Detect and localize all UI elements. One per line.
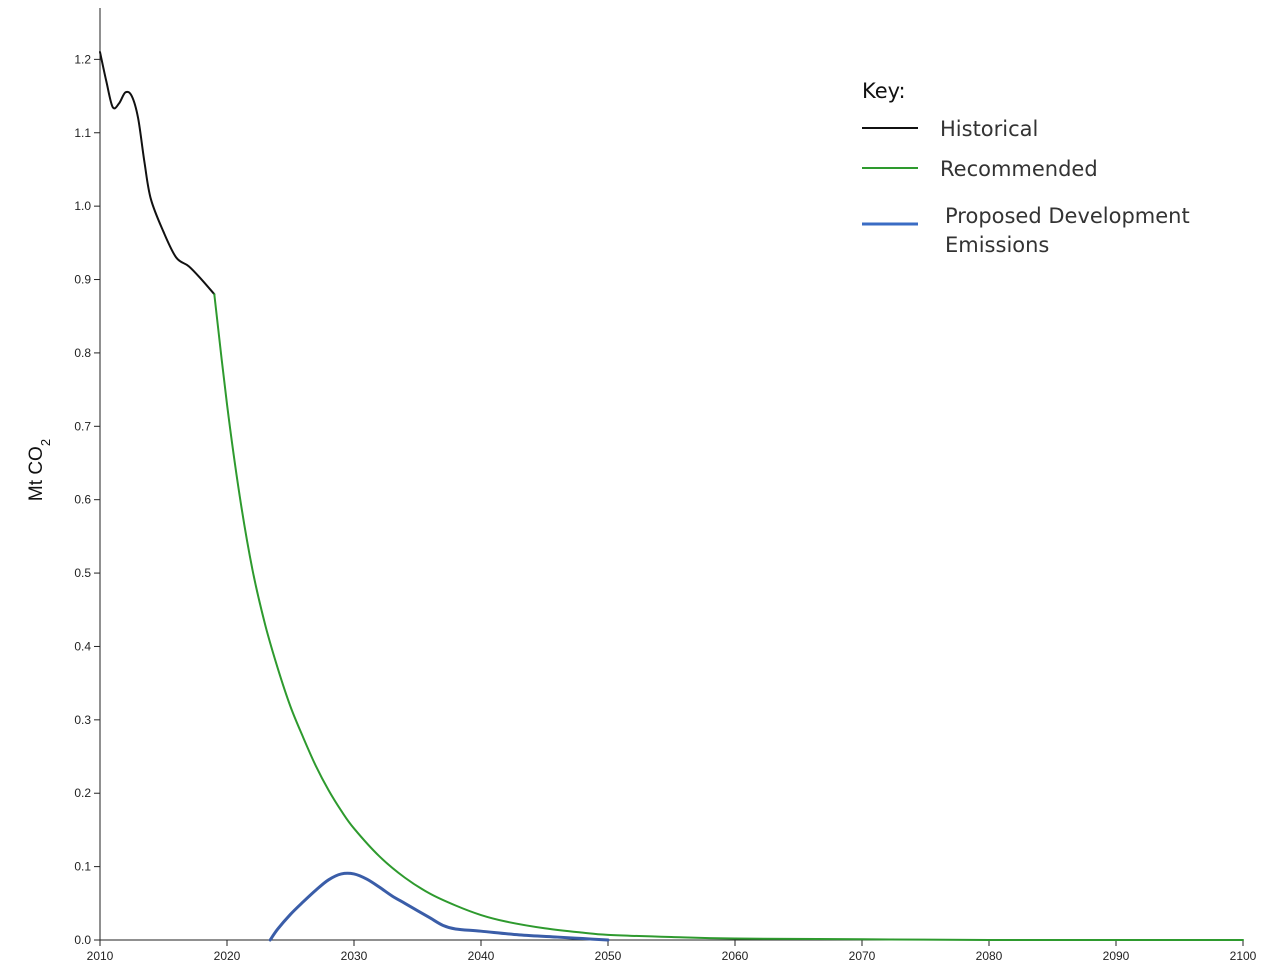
y-tick-label: 1.2: [74, 52, 91, 66]
legend-label-line: Emissions: [945, 233, 1049, 257]
series-line-historical: [99, 51, 216, 296]
y-tick-label: 0.4: [74, 639, 91, 653]
y-tick-label: 0.6: [74, 493, 91, 507]
x-tick-label: 2010: [87, 949, 114, 963]
y-tick-label: 0.8: [74, 346, 91, 360]
y-axis-label: Mt CO2: [26, 439, 53, 501]
legend-label-line: Recommended: [940, 157, 1098, 181]
x-tick-label: 2060: [722, 949, 749, 963]
series-line-proposed-development-emissions: [268, 871, 610, 942]
x-tick-label: 2050: [595, 949, 622, 963]
x-tick-label: 2030: [341, 949, 368, 963]
y-tick-label: 0.9: [74, 273, 91, 287]
x-tick-label: 2020: [214, 949, 241, 963]
x-tick-label: 2080: [976, 949, 1003, 963]
y-tick-label: 1.0: [74, 199, 91, 213]
y-axis-label-subscript: 2: [38, 439, 53, 446]
legend-label-line: Historical: [940, 117, 1038, 141]
y-tick-label: 0.5: [74, 566, 91, 580]
y-tick-label: 0.2: [74, 786, 91, 800]
legend-label-line: Proposed Development: [945, 204, 1190, 228]
axes: 0.0 0.1 0.2 0.3 0.4 0.5 0.6 0.7 0.8 0.9 1.0 1.1 1.2 2…: [74, 8, 1257, 963]
y-tick-label: 0.7: [74, 419, 91, 433]
x-tick-label: 2090: [1103, 949, 1130, 963]
series-line-recommended: [213, 293, 1244, 942]
legend: Key: Historical Recommended Proposed Devel…: [862, 79, 1190, 257]
x-tick-label: 2070: [849, 949, 876, 963]
x-tick-label: 2100: [1230, 949, 1257, 963]
y-tick-label: 0.1: [74, 860, 91, 874]
legend-label-recommended: Recommended: [940, 157, 1098, 181]
legend-label-historical: Historical: [940, 117, 1038, 141]
legend-label-proposed-development-emissions: Proposed Development Emissions: [945, 204, 1190, 257]
y-tick-label: 1.1: [74, 126, 91, 140]
x-tick-label: 2040: [468, 949, 495, 963]
legend-title: Key:: [862, 79, 906, 103]
y-tick-label: 0.0: [74, 933, 91, 947]
y-tick-label: 0.3: [74, 713, 91, 727]
y-axis-label-main: Mt CO: [26, 446, 47, 501]
series-layer: [99, 51, 1244, 942]
